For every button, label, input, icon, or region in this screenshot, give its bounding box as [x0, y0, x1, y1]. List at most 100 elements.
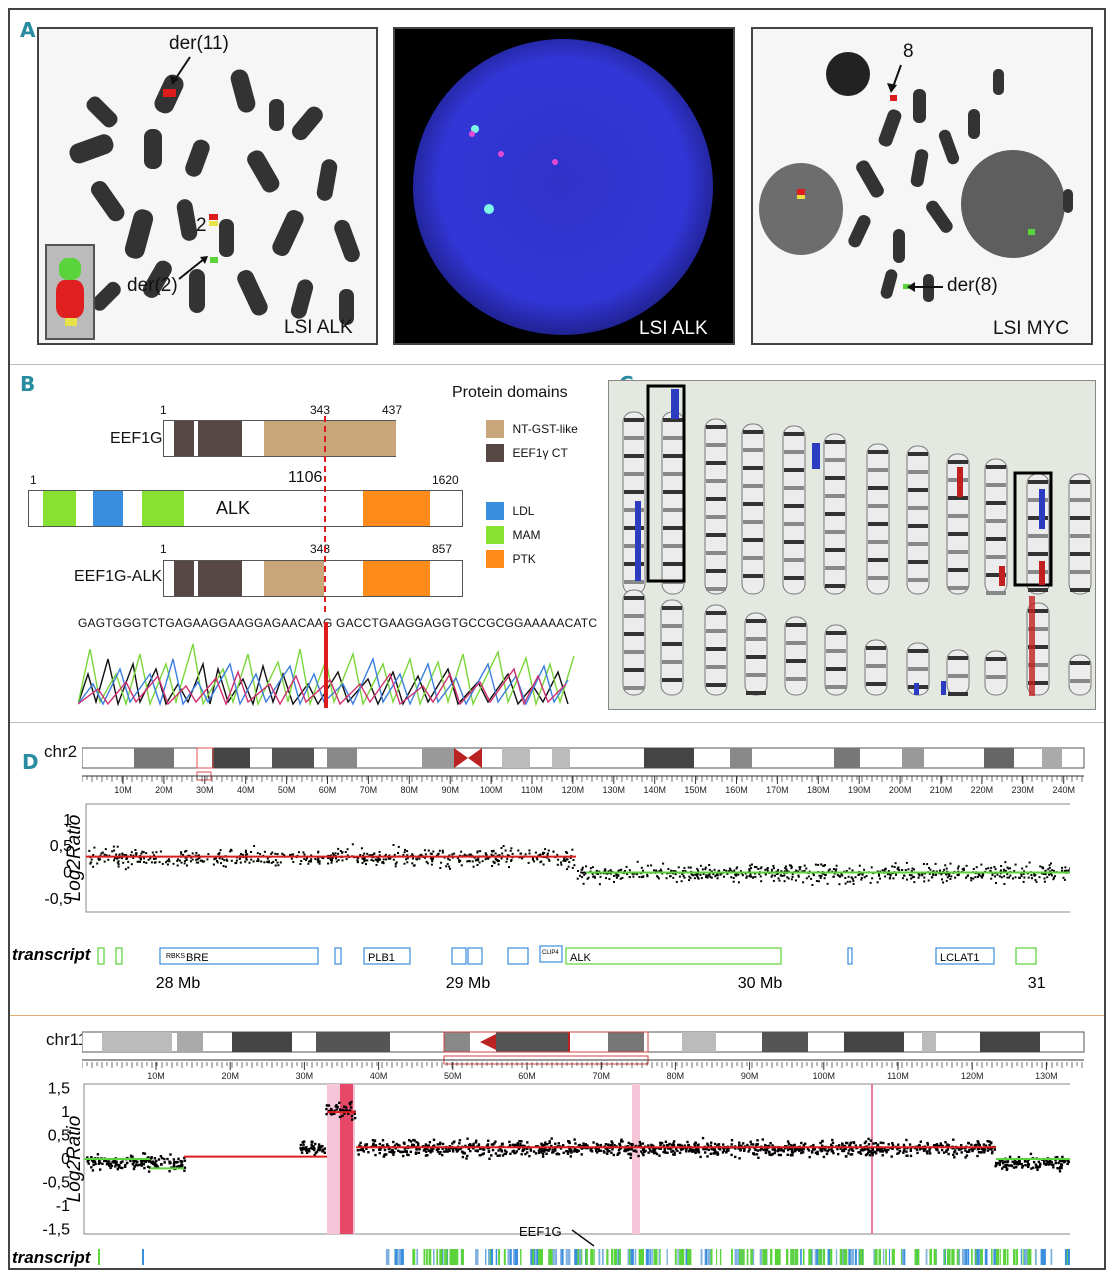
transcript-mark [463, 1249, 464, 1265]
chromosome-band [662, 642, 682, 646]
data-point [339, 1116, 341, 1118]
fusion-ct-1 [174, 561, 194, 596]
data-point [785, 866, 787, 868]
data-point [967, 1142, 969, 1144]
data-point [418, 1152, 420, 1154]
data-point [184, 862, 186, 864]
data-point [521, 1153, 523, 1155]
data-point [488, 1158, 490, 1160]
data-point [260, 861, 262, 863]
data-point [357, 861, 359, 863]
data-point [372, 1149, 374, 1151]
transcript-mark [720, 1249, 721, 1265]
data-point [159, 861, 161, 863]
data-point [832, 876, 834, 878]
data-point [853, 883, 855, 885]
data-point [415, 1148, 417, 1150]
chromosome-band [706, 587, 726, 591]
transcript-mark [581, 1249, 582, 1265]
data-point [723, 869, 725, 871]
chromosome-band [706, 479, 726, 483]
data-point [627, 1153, 629, 1155]
gene-label: BRE [186, 952, 209, 964]
data-point [397, 852, 399, 854]
data-point [384, 1149, 386, 1151]
data-point [539, 861, 541, 863]
data-point [640, 1150, 642, 1152]
data-point [1039, 865, 1041, 867]
transcript-mark [1027, 1249, 1031, 1265]
data-point [386, 1143, 388, 1145]
transcript-mark [496, 1249, 498, 1265]
data-point [628, 1142, 630, 1144]
data-point [635, 1150, 637, 1152]
chr11-transcripts: transcript [10, 1245, 1070, 1271]
data-point [567, 1153, 569, 1155]
data-point [1030, 874, 1032, 876]
data-point [912, 876, 914, 878]
transcript-mark [1023, 1249, 1024, 1265]
data-point [1031, 877, 1033, 879]
data-point [1046, 876, 1048, 878]
data-point [990, 1148, 992, 1150]
data-point [556, 854, 558, 856]
data-point [919, 1148, 921, 1150]
chromosome-band [743, 448, 763, 452]
data-point [548, 850, 550, 852]
data-point [610, 869, 612, 871]
data-point [882, 869, 884, 871]
data-point [347, 848, 349, 850]
data-point [141, 851, 143, 853]
data-point [778, 877, 780, 879]
data-point [372, 1143, 374, 1145]
data-point [552, 851, 554, 853]
data-point [505, 850, 507, 852]
data-point [689, 1149, 691, 1151]
data-point [277, 864, 279, 866]
data-point [363, 853, 365, 855]
transcript-mark [926, 1249, 928, 1265]
data-point [404, 849, 406, 851]
data-point [637, 861, 639, 863]
data-point [704, 1151, 706, 1153]
alk-ptk [363, 491, 430, 526]
data-point [477, 859, 479, 861]
transcript-mark [735, 1249, 738, 1265]
data-point [314, 1143, 316, 1145]
data-point [753, 1152, 755, 1154]
data-point [1000, 869, 1002, 871]
data-point [605, 1143, 607, 1145]
data-point [708, 1149, 710, 1151]
transcript-mark [739, 1249, 742, 1265]
data-point [439, 867, 441, 869]
metaphase-myc-image: 8 der(8) LSI MYC [751, 27, 1093, 345]
data-point [257, 852, 259, 854]
data-point [615, 875, 617, 877]
axis-tick-label: 100M [480, 785, 503, 795]
data-point [143, 857, 145, 859]
axis-tick-label: 130M [603, 785, 626, 795]
data-point [133, 1168, 135, 1170]
data-point [366, 859, 368, 861]
chromosome-band [663, 436, 683, 440]
transcript-mark [985, 1249, 987, 1265]
data-point [292, 861, 294, 863]
data-point [464, 1152, 466, 1154]
data-point [630, 1157, 632, 1159]
transcript-box [508, 948, 528, 964]
data-point [879, 1150, 881, 1152]
data-point [832, 1152, 834, 1154]
chromosome-band [663, 544, 683, 548]
data-point [590, 1148, 592, 1150]
loss-marker [1029, 596, 1035, 696]
chromosome-band [1070, 534, 1090, 538]
data-point [264, 851, 266, 853]
data-point [879, 878, 881, 880]
alk-start: 1 [30, 473, 37, 487]
alk-mam-1 [43, 491, 76, 526]
data-point [763, 1149, 765, 1151]
data-point [884, 876, 886, 878]
data-point [303, 858, 305, 860]
data-point [512, 1144, 514, 1146]
transcript-box [335, 948, 341, 964]
